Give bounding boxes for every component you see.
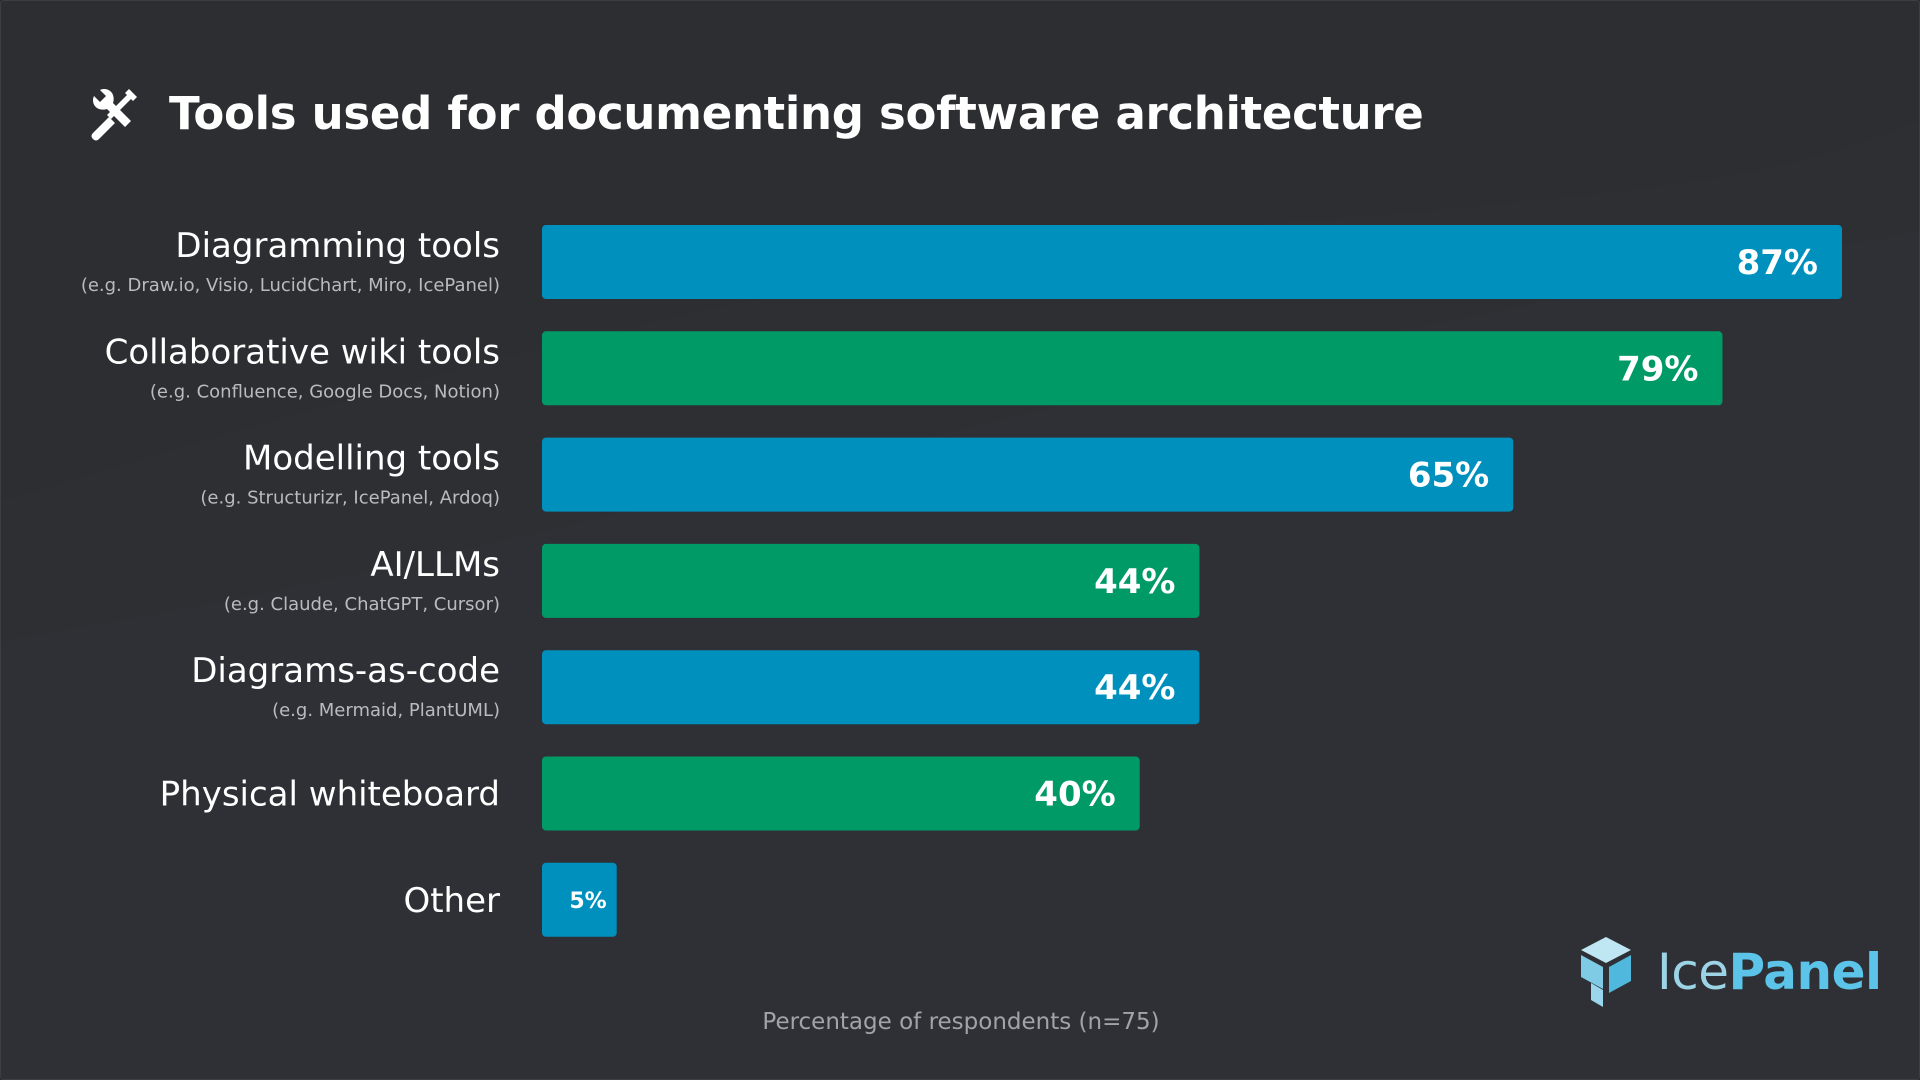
brand-logo: IcePanel <box>1575 935 1882 1009</box>
category-sublabel-0: (e.g. Draw.io, Visio, LucidChart, Miro, … <box>81 275 500 296</box>
bar-value-label-5: 40% <box>1034 775 1115 815</box>
bar-value-label-6: 5% <box>569 889 606 914</box>
category-sublabel-3: (e.g. Claude, ChatGPT, Cursor) <box>224 594 500 615</box>
brand-name: IcePanel <box>1657 943 1882 1001</box>
bar-6 <box>542 862 617 937</box>
category-sublabel-2: (e.g. Structurizr, IcePanel, Ardoq) <box>200 488 500 509</box>
category-label-4: Diagrams-as-code <box>191 651 500 691</box>
bar-1 <box>542 331 1723 406</box>
bar-2 <box>542 437 1514 512</box>
bar-5 <box>542 756 1140 831</box>
footnote: Percentage of respondents (n=75) <box>762 1009 1160 1035</box>
category-label-2: Modelling tools <box>243 439 500 479</box>
category-sublabel-1: (e.g. Confluence, Google Docs, Notion) <box>150 381 500 402</box>
category-label-6: Other <box>403 881 500 921</box>
category-sublabel-4: (e.g. Mermaid, PlantUML) <box>272 700 500 721</box>
bar-0 <box>542 225 1842 299</box>
bar-value-label-4: 44% <box>1094 668 1175 708</box>
chart-title: Tools used for documenting software arch… <box>169 86 1424 140</box>
category-label-5: Physical whiteboard <box>160 775 500 815</box>
bar-value-label-1: 79% <box>1617 349 1698 389</box>
bar-value-label-2: 65% <box>1408 456 1489 496</box>
brand-name-panel: Panel <box>1728 943 1883 1001</box>
bar-value-label-3: 44% <box>1094 562 1175 602</box>
brand-name-ice: Ice <box>1657 943 1729 1001</box>
category-label-0: Diagramming tools <box>175 226 500 266</box>
title-row: Tools used for documenting software arch… <box>85 83 1424 143</box>
bar-value-label-0: 87% <box>1737 243 1818 283</box>
tools-icon <box>91 89 137 141</box>
category-label-3: AI/LLMs <box>370 545 500 585</box>
category-label-1: Collaborative wiki tools <box>105 332 500 372</box>
icepanel-cube-icon <box>1581 937 1631 1007</box>
bar-4 <box>542 650 1200 725</box>
bar-3 <box>542 543 1200 618</box>
